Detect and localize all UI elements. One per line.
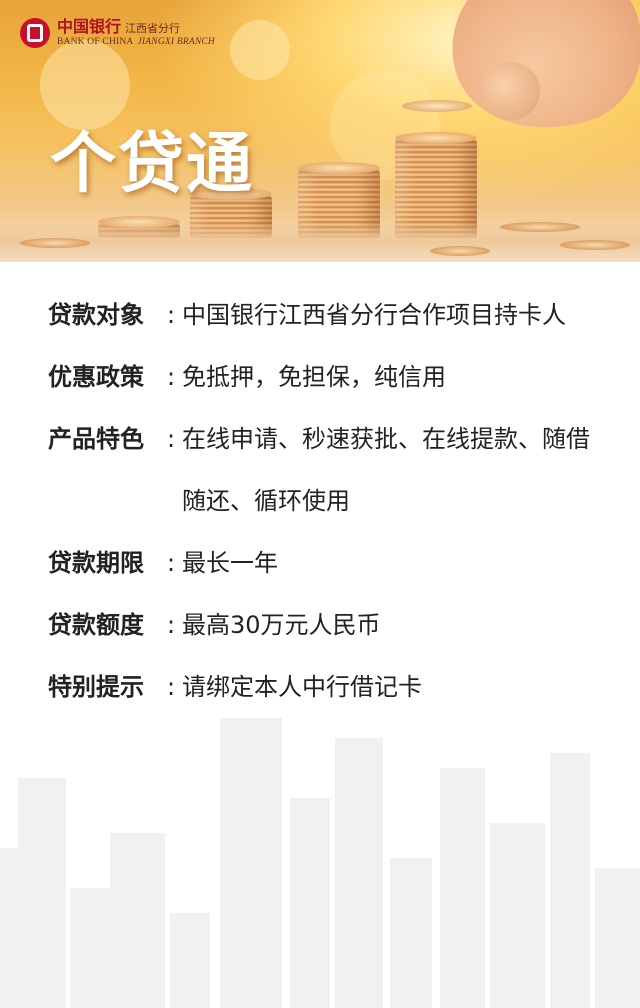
detail-row-notice: 特别提示 : 请绑定本人中行借记卡 (48, 656, 608, 718)
finger-image (480, 62, 540, 120)
city-skyline-background (0, 688, 640, 1008)
detail-label: 优惠政策 (48, 363, 144, 391)
header-banner: 中国银行 江西省分行 BANK OF CHINA JIANGXI BRANCH 个贷… (0, 0, 640, 262)
bank-of-china-logo-icon (20, 18, 50, 48)
detail-separator: : (166, 611, 176, 639)
detail-separator: : (166, 363, 176, 391)
logo-branch-cn: 江西省分行 (125, 21, 181, 35)
flat-coin (500, 222, 580, 232)
detail-value: 免抵押，免担保，纯信用 (182, 363, 446, 391)
detail-row-policy: 优惠政策 : 免抵押，免担保，纯信用 (48, 346, 608, 408)
detail-value: 最长一年 (182, 549, 278, 577)
logo-name-cn: 中国银行 (57, 16, 122, 36)
detail-label: 贷款期限 (48, 549, 144, 577)
detail-label: 贷款对象 (48, 301, 144, 329)
coin-stack (395, 132, 477, 238)
content-area: 贷款对象 : 中国银行江西省分行合作项目持卡人 优惠政策 : 免抵押，免担保，纯… (0, 262, 640, 1008)
detail-separator: : (166, 301, 176, 329)
detail-row-term: 贷款期限 : 最长一年 (48, 532, 608, 594)
detail-separator: : (166, 425, 176, 453)
loan-details: 贷款对象 : 中国银行江西省分行合作项目持卡人 优惠政策 : 免抵押，免担保，纯… (48, 284, 608, 718)
detail-value: 在线申请、秒速获批、在线提款、随借随还、循环使用 (182, 425, 590, 515)
detail-value: 最高30万元人民币 (182, 611, 381, 639)
detail-value: 请绑定本人中行借记卡 (182, 673, 422, 701)
bokeh-light (230, 20, 290, 80)
detail-row-features: 产品特色 : 在线申请、秒速获批、在线提款、随借随还、循环使用 (48, 408, 608, 532)
detail-value: 中国银行江西省分行合作项目持卡人 (182, 301, 566, 329)
detail-row-target: 贷款对象 : 中国银行江西省分行合作项目持卡人 (48, 284, 608, 346)
detail-label: 产品特色 (48, 425, 144, 453)
detail-separator: : (166, 673, 176, 701)
flat-coin (560, 240, 630, 250)
detail-label: 特别提示 (48, 673, 144, 701)
page-title: 个贷通 (50, 125, 254, 202)
flat-coin (20, 238, 90, 248)
detail-label: 贷款额度 (48, 611, 144, 639)
detail-separator: : (166, 549, 176, 577)
detail-row-amount: 贷款额度 : 最高30万元人民币 (48, 594, 608, 656)
bank-logo: 中国银行 江西省分行 BANK OF CHINA JIANGXI BRANCH (20, 18, 215, 48)
logo-branch-en: JIANGXI BRANCH (137, 36, 215, 47)
logo-name-en: BANK OF CHINA (57, 36, 134, 47)
bokeh-light (40, 40, 130, 130)
flat-coin (430, 246, 490, 256)
held-coin (402, 100, 472, 112)
